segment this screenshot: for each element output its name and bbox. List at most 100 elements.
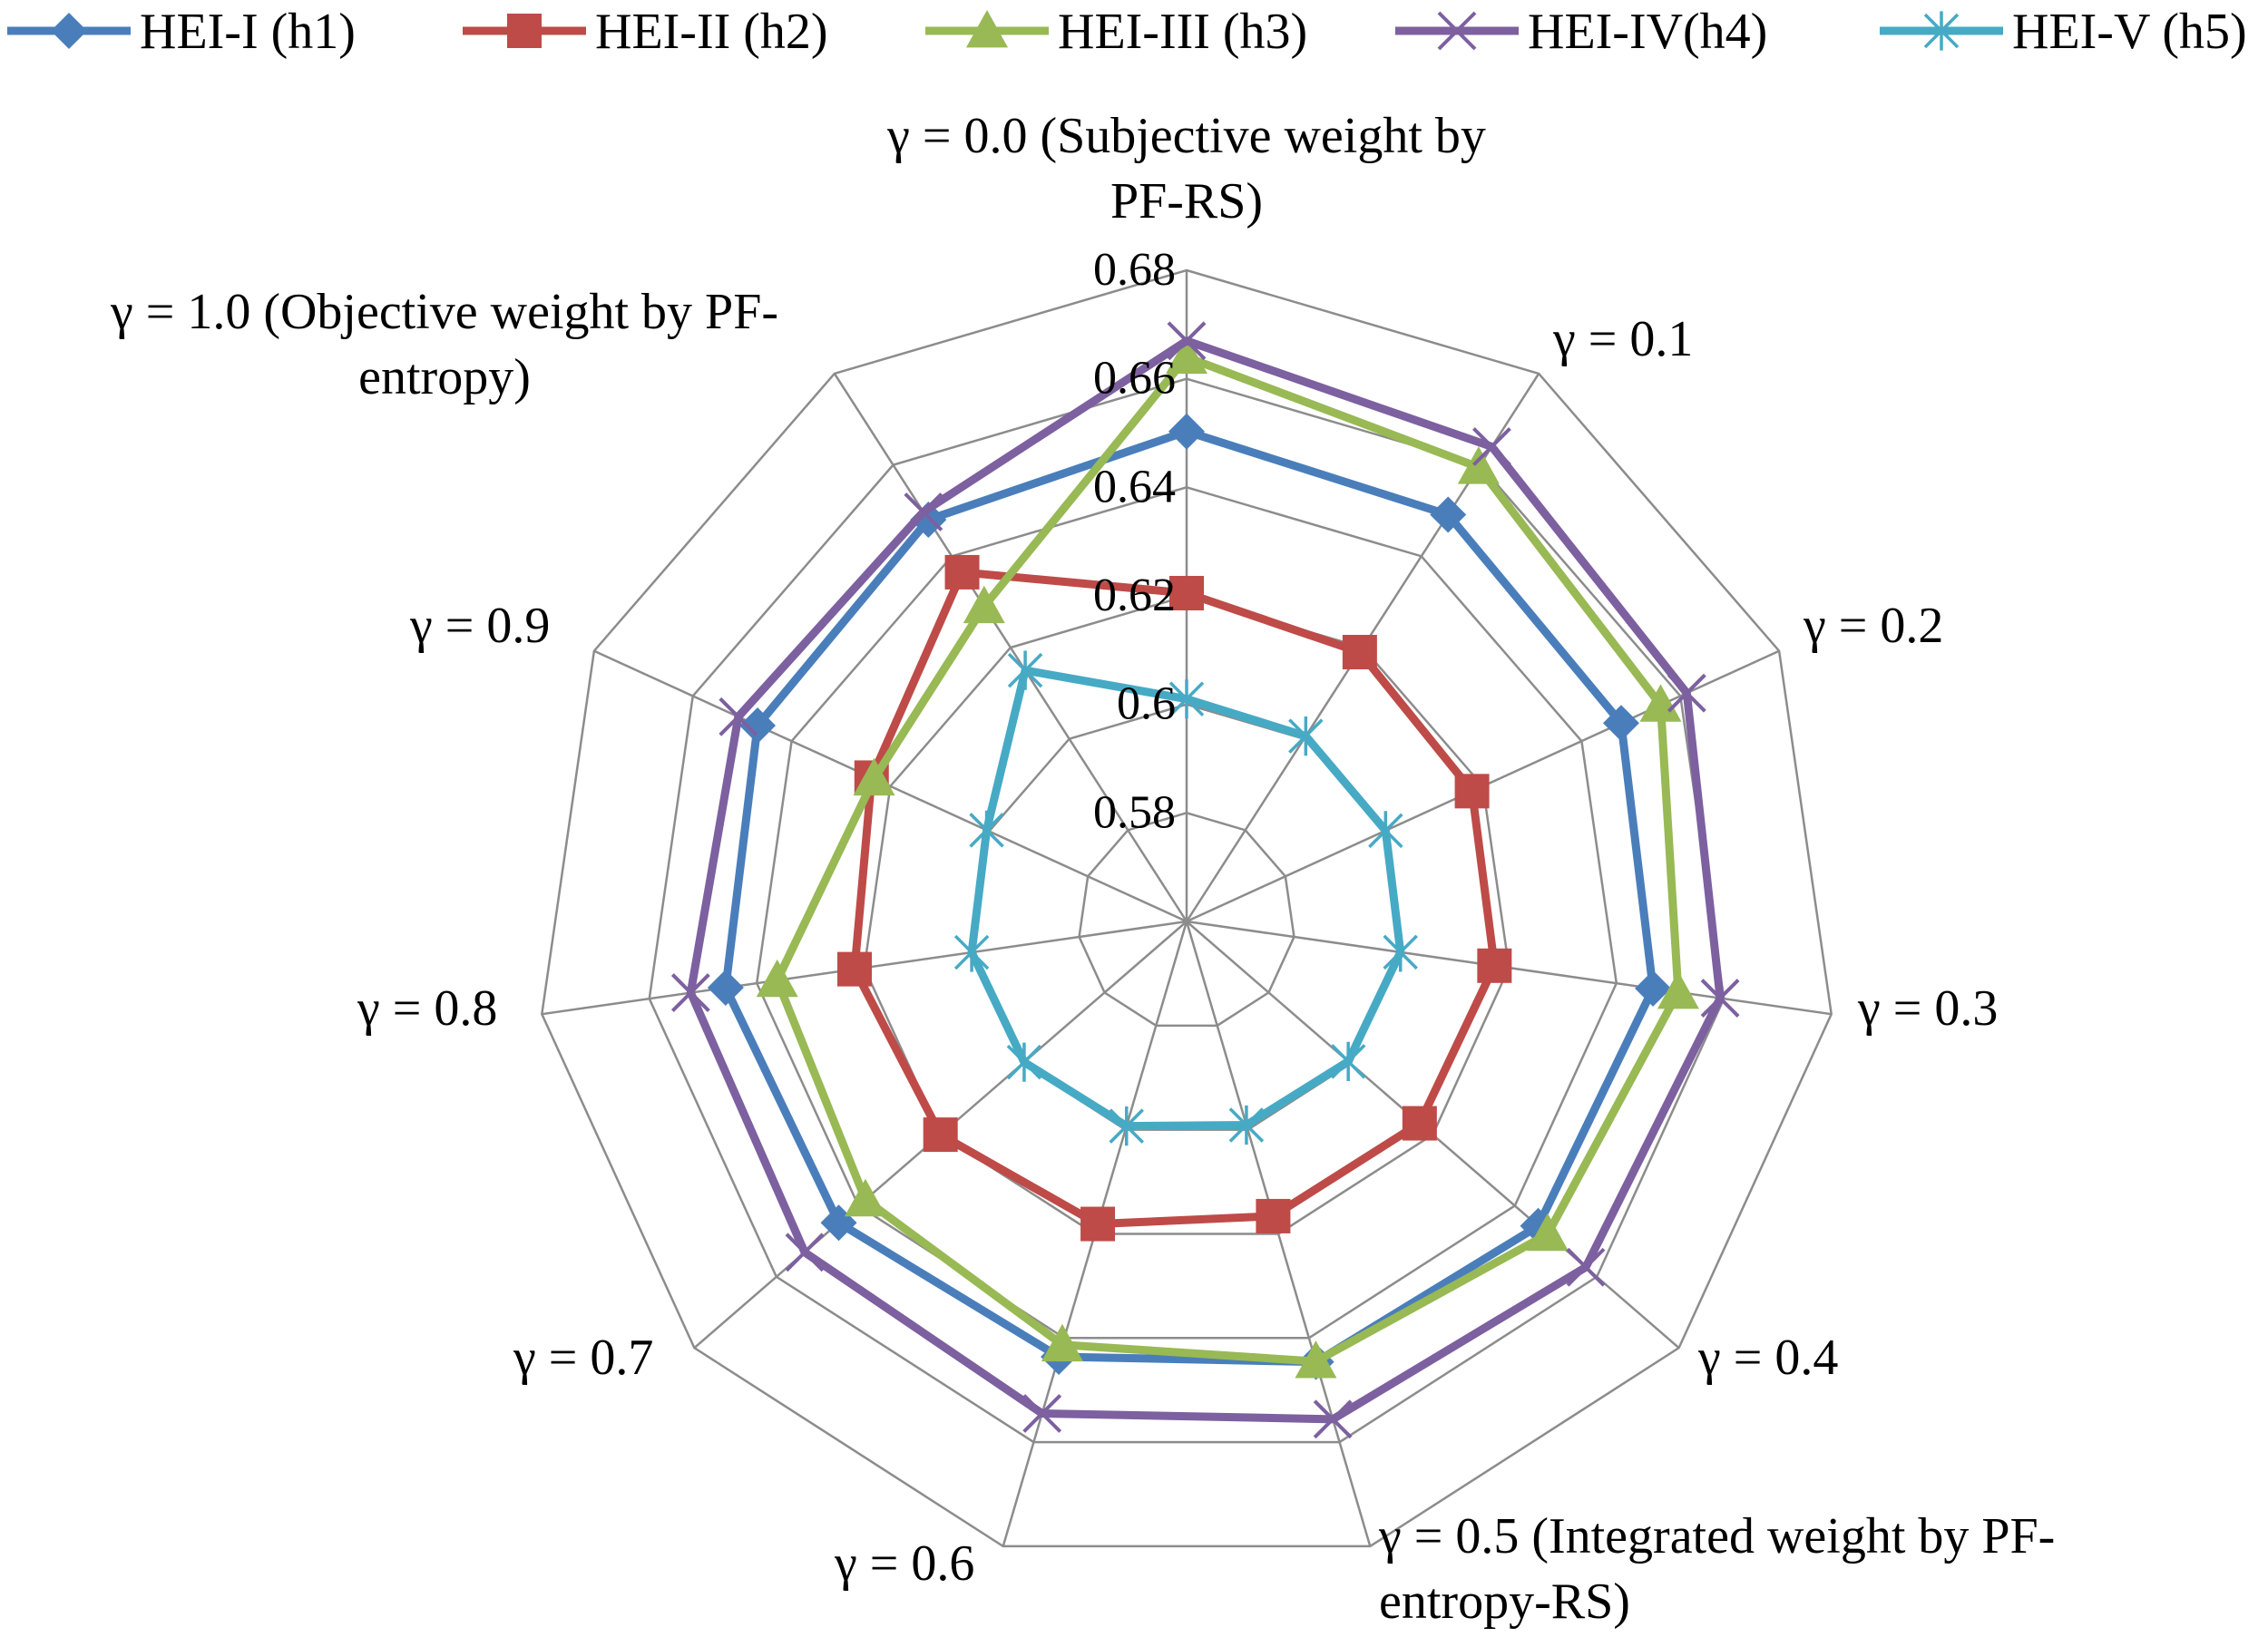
category-label-1: γ = 0.1 [1552, 311, 1693, 367]
grid-ring-5 [541, 268, 1833, 1548]
legend-marker [1923, 11, 1960, 51]
spoke-5 [1185, 921, 1372, 1547]
category-label-4: γ = 0.4 [1697, 1330, 1838, 1386]
grid-ring-2 [863, 594, 1510, 1235]
data-point-5-2 [1368, 811, 1403, 851]
data-point-1-2 [1602, 705, 1639, 742]
legend-label: HEI-II (h2) [595, 4, 828, 60]
tick-label: 0.58 [1093, 786, 1176, 838]
data-point-5-6 [1109, 1106, 1144, 1146]
tick-label: 0.68 [1093, 244, 1176, 296]
tick-label: 0.6 [1117, 678, 1176, 730]
series-2 [836, 554, 1512, 1242]
data-point-1-3 [1635, 970, 1672, 1007]
data-point-2-2 [1454, 774, 1490, 809]
legend-label: HEI-III (h3) [1058, 4, 1307, 60]
legend-marker [966, 10, 1008, 48]
legend-marker [507, 14, 542, 48]
tick-label: 0.62 [1093, 570, 1176, 621]
legend-item-5: HEI-V (h5) [1880, 4, 2247, 60]
series-5 [953, 650, 1418, 1146]
data-point-3-5 [1295, 1340, 1337, 1379]
data-point-4-2 [1667, 673, 1706, 713]
data-point-4-7 [785, 1233, 825, 1272]
category-label-0: γ = 0.0 (Subjective weight by PF-RS) [886, 108, 1486, 229]
series-3 [756, 336, 1699, 1379]
series-1 [707, 413, 1672, 1380]
data-point-3-6 [1041, 1323, 1083, 1362]
radar-series [670, 321, 1740, 1439]
data-point-2-5 [1256, 1198, 1291, 1233]
data-point-3-1 [1457, 446, 1500, 484]
data-point-3-0 [1166, 336, 1207, 375]
grid-ring-4 [648, 377, 1725, 1444]
legend-label: HEI-IV(h4) [1528, 4, 1767, 60]
data-point-3-3 [1657, 970, 1699, 1009]
grid-ring-3 [755, 486, 1618, 1340]
data-point-4-9 [719, 697, 758, 736]
series-4 [670, 321, 1740, 1439]
legend-item-4: HEI-IV(h4) [1395, 4, 1767, 60]
data-point-2-0 [1169, 576, 1204, 611]
data-point-1-1 [1430, 496, 1467, 533]
data-point-5-9 [969, 810, 1004, 850]
data-point-3-2 [1639, 684, 1682, 722]
data-point-4-1 [1472, 427, 1511, 466]
data-point-5-4 [1330, 1041, 1366, 1081]
data-point-3-9 [853, 757, 895, 796]
data-point-1-0 [1168, 413, 1205, 450]
radial-tick-labels: 0.58 0.6 0.62 0.64 0.66 0.68 [1093, 244, 1176, 838]
data-point-5-8 [953, 932, 990, 972]
data-point-2-3 [1477, 948, 1512, 983]
legend-label: HEI-V (h5) [2012, 4, 2247, 60]
legend-item-1: HEI-I (h1) [7, 4, 356, 60]
data-point-5-3 [1383, 932, 1418, 972]
series-line-5 [967, 666, 1405, 1131]
data-point-1-9 [739, 707, 777, 745]
legend-marker [51, 13, 87, 49]
data-point-3-8 [756, 959, 798, 998]
legend-label: HEI-I (h1) [140, 4, 356, 60]
spoke-10 [833, 373, 1188, 922]
legend: HEI-I (h1) HEI-II (h2) HEI-III (h3) HEI-IV(… [7, 4, 2247, 60]
data-point-2-6 [1080, 1206, 1116, 1242]
data-point-2-10 [944, 554, 980, 590]
data-point-5-5 [1228, 1105, 1265, 1145]
tick-label: 0.64 [1093, 461, 1176, 512]
tick-label: 0.66 [1093, 353, 1176, 404]
category-label-6: γ = 0.6 [834, 1535, 974, 1592]
data-point-5-7 [1006, 1042, 1042, 1082]
data-point-2-8 [836, 951, 872, 987]
spoke-9 [593, 649, 1188, 923]
data-point-4-4 [1566, 1247, 1606, 1287]
legend-marker [1437, 11, 1477, 51]
series-line-3 [773, 353, 1683, 1366]
series-line-1 [721, 427, 1657, 1367]
data-point-1-8 [707, 970, 744, 1007]
data-point-4-6 [1022, 1394, 1062, 1433]
data-point-3-10 [963, 585, 1005, 624]
data-point-3-7 [844, 1178, 886, 1217]
series-line-2 [850, 568, 1499, 1229]
category-label-2: γ = 0.2 [1803, 598, 1943, 654]
data-point-4-10 [904, 492, 943, 531]
data-point-4-3 [1700, 979, 1740, 1018]
category-label-7: γ = 0.7 [513, 1330, 653, 1386]
category-label-8: γ = 0.8 [357, 980, 497, 1037]
data-point-3-4 [1526, 1213, 1569, 1252]
legend-item-2: HEI-II (h2) [463, 4, 828, 60]
data-point-4-5 [1313, 1399, 1353, 1439]
category-label-5: γ = 0.5 (Integrated weight by PF-entropy… [1378, 1508, 2055, 1630]
data-point-2-1 [1342, 635, 1377, 670]
data-point-2-7 [923, 1117, 958, 1153]
data-point-5-10 [1007, 650, 1043, 690]
category-label-10: γ = 1.0 (Objective weight by PF-entropy) [110, 284, 778, 405]
legend-item-3: HEI-III (h3) [925, 4, 1307, 60]
data-point-5-1 [1288, 716, 1324, 756]
data-point-5-0 [1168, 679, 1205, 719]
series-line-4 [686, 336, 1725, 1424]
grid-ring-0 [1078, 812, 1295, 1028]
category-label-3: γ = 0.3 [1857, 980, 1998, 1037]
data-point-2-4 [1402, 1106, 1437, 1141]
